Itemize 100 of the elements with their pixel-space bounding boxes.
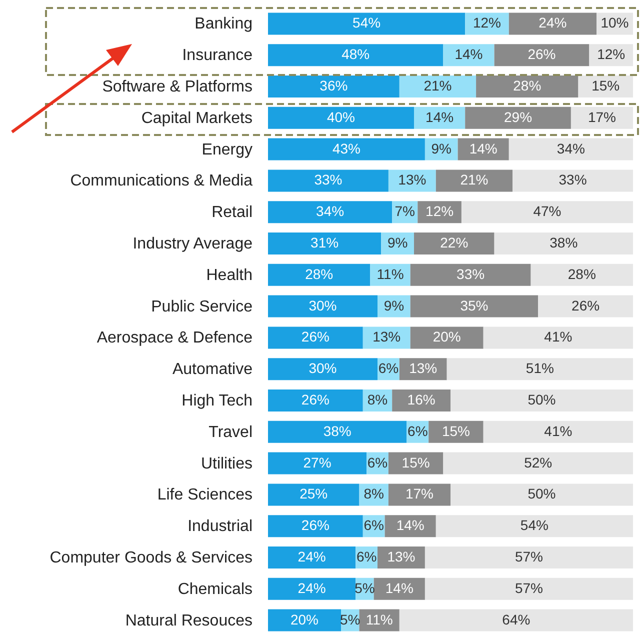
data-label: 12% <box>472 14 502 31</box>
data-label: 6% <box>408 422 428 439</box>
bar <box>268 515 363 538</box>
bar <box>268 295 378 318</box>
y-tick-label: Retail <box>212 204 252 222</box>
data-label: 50% <box>528 486 556 502</box>
bar <box>410 264 531 286</box>
bar <box>446 358 633 380</box>
bar <box>436 170 513 192</box>
data-label: 8% <box>364 486 384 502</box>
data-label: 20% <box>290 611 319 628</box>
y-tick-label: Chemicals <box>178 580 252 598</box>
data-label: 12% <box>597 46 626 62</box>
data-label: 21% <box>460 172 488 188</box>
data-label: 24% <box>298 580 326 596</box>
data-label: 13% <box>409 360 438 376</box>
data-label: 6% <box>356 548 377 564</box>
y-tick-label: Utilities <box>200 455 252 472</box>
data-label: 50% <box>528 392 556 408</box>
bar <box>414 232 494 254</box>
bar <box>268 609 341 632</box>
y-tick-label: Software & Platforms <box>102 78 252 96</box>
data-label: 9% <box>387 234 408 250</box>
data-label: 6% <box>364 517 384 534</box>
data-label: 14% <box>469 140 498 156</box>
data-label: 54% <box>520 517 548 534</box>
data-label: 7% <box>394 203 415 220</box>
bar <box>428 420 484 443</box>
bar <box>268 546 356 568</box>
bar <box>268 138 425 160</box>
data-label: 20% <box>432 328 461 345</box>
data-label: 64% <box>502 611 530 628</box>
data-label: 21% <box>424 78 452 94</box>
y-tick-label: Health <box>206 266 252 284</box>
data-label: 26% <box>301 517 330 534</box>
y-tick-label: Industry Average <box>132 236 253 252</box>
bar <box>512 170 633 192</box>
data-label: 33% <box>558 172 587 188</box>
bar <box>494 232 633 254</box>
data-label: 57% <box>514 580 543 596</box>
data-label: 26% <box>301 392 330 408</box>
data-label: 15% <box>402 454 430 470</box>
bar <box>268 420 407 443</box>
data-label: 43% <box>332 140 360 156</box>
data-label: 24% <box>298 548 326 564</box>
data-label: 13% <box>387 548 416 564</box>
data-label: 41% <box>544 328 572 345</box>
bar <box>436 515 633 538</box>
bar <box>268 358 378 380</box>
data-label: 14% <box>396 517 424 534</box>
data-label: 13% <box>398 172 426 188</box>
bar <box>530 264 633 286</box>
bar <box>392 390 450 412</box>
bar <box>268 106 414 129</box>
data-label: 30% <box>308 360 337 376</box>
data-label: 17% <box>588 108 616 125</box>
data-label: 27% <box>303 454 332 470</box>
bar <box>483 326 633 349</box>
data-label: 15% <box>442 422 470 439</box>
bar <box>410 295 538 318</box>
bar <box>461 201 633 224</box>
data-label: 28% <box>305 266 334 282</box>
data-label: 30% <box>308 297 337 314</box>
y-tick-label: Travel <box>208 424 252 441</box>
data-label: 29% <box>504 108 532 125</box>
data-label: 13% <box>372 328 401 345</box>
data-label: 9% <box>384 297 404 314</box>
data-label: 54% <box>352 14 381 31</box>
bar <box>494 44 590 66</box>
y-tick-label: Capital Markets <box>141 110 252 127</box>
bar <box>476 76 578 98</box>
data-label: 48% <box>342 46 370 62</box>
bar <box>268 452 367 474</box>
data-label: 14% <box>426 108 454 125</box>
data-label: 47% <box>533 203 562 220</box>
y-tick-label: Public Service <box>151 298 253 316</box>
data-label: 12% <box>426 203 454 220</box>
data-label: 14% <box>454 46 483 62</box>
y-tick-label: High Tech <box>182 392 252 410</box>
bar <box>399 609 633 632</box>
data-label: 15% <box>592 78 620 94</box>
y-tick-label: Industrial <box>188 518 252 536</box>
bar <box>268 484 360 506</box>
data-label: 38% <box>550 234 578 250</box>
bar <box>268 170 388 192</box>
y-tick-label: Insurance <box>182 47 253 64</box>
data-label: 11% <box>376 266 404 282</box>
data-label: 26% <box>572 297 600 314</box>
y-tick-label: Energy <box>202 141 252 158</box>
bar <box>268 264 370 286</box>
bar <box>268 232 382 254</box>
data-label: 16% <box>407 392 436 408</box>
bar <box>268 12 466 35</box>
y-tick-label: Automative <box>172 361 253 378</box>
data-label: 51% <box>526 360 554 376</box>
bar <box>443 44 494 66</box>
data-label: 10% <box>600 14 629 31</box>
bar <box>268 326 363 349</box>
y-tick-label: Computer Goods & Services <box>50 550 252 566</box>
bar <box>570 106 633 129</box>
